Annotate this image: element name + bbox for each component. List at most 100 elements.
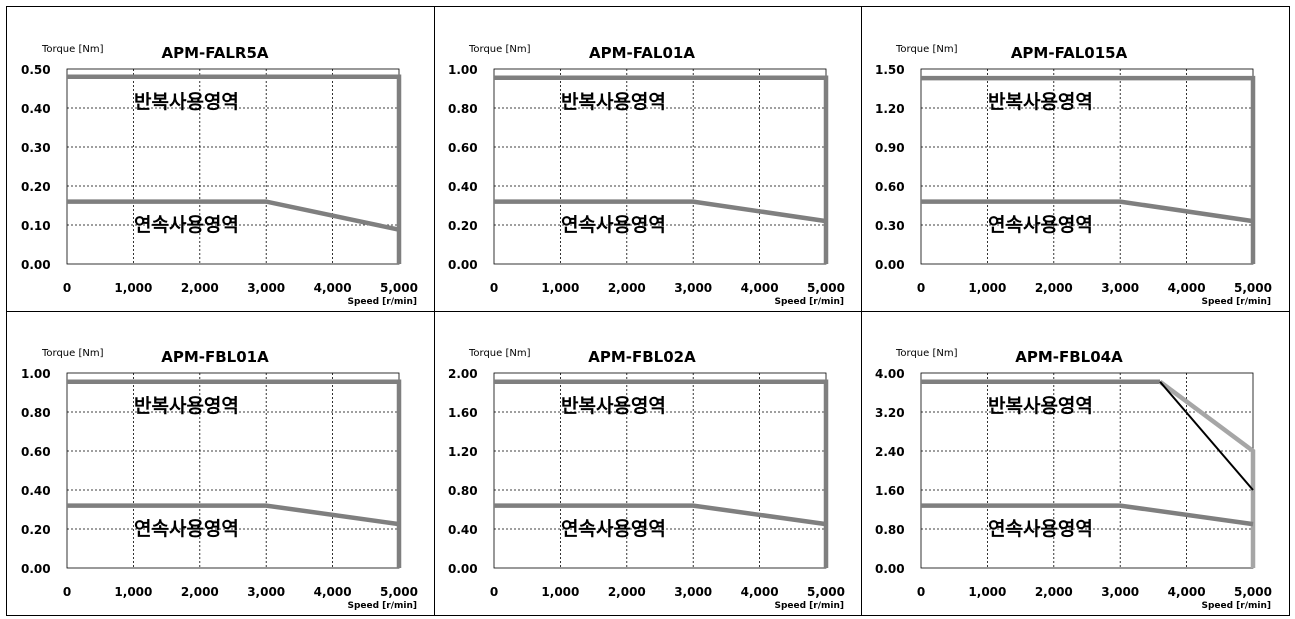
region-label-repeated: 반복사용영역 xyxy=(988,395,1093,417)
y-tick-label: 0.80 xyxy=(448,102,478,116)
y-tick-label: 1.60 xyxy=(448,406,478,420)
region-label-repeated: 반복사용영역 xyxy=(988,91,1093,113)
y-tick-label: 3.20 xyxy=(875,406,905,420)
x-tick-label: 5,000 xyxy=(380,281,418,295)
x-tick-label: 4,000 xyxy=(741,281,779,295)
x-tick-label: 1,000 xyxy=(968,585,1006,599)
x-tick-label: 1,000 xyxy=(968,281,1006,295)
torque-chart-6: Torque [Nm] APM-FBL04A 0.00 0.80 1.60 2.40 3.2… xyxy=(875,348,1272,611)
y-tick-label: 2.40 xyxy=(875,445,905,459)
y-tick-label: 0.40 xyxy=(21,102,51,116)
x-tick-label: 3,000 xyxy=(674,585,712,599)
series-line-continuous xyxy=(67,503,400,527)
x-tick-label: 2,000 xyxy=(181,281,219,295)
y-tick-label: 0.00 xyxy=(448,562,478,576)
y-tick-label: 0.80 xyxy=(21,406,51,420)
y-tick-label: 0.20 xyxy=(21,180,51,194)
x-tick-label: 0 xyxy=(63,585,71,599)
y-axis-label: Torque [Nm] xyxy=(41,348,104,359)
y-tick-label: 0.30 xyxy=(875,219,905,233)
x-axis-label: Speed [r/min] xyxy=(1201,601,1271,611)
x-tick-label: 4,000 xyxy=(314,281,352,295)
y-tick-label: 2.00 xyxy=(448,367,478,381)
y-tick-label: 0.40 xyxy=(448,523,478,537)
torque-chart-4: Torque [Nm] APM-FBL01A 0.00 0.20 0.40 0.60 0.8… xyxy=(21,348,418,611)
chart-title: APM-FAL01A xyxy=(589,44,695,62)
chart-title: APM-FAL015A xyxy=(1011,44,1128,62)
x-tick-label: 1,000 xyxy=(541,281,579,295)
chart-title: APM-FBL04A xyxy=(1015,348,1123,366)
y-tick-label: 1.50 xyxy=(875,63,905,77)
chart-panel-6: Torque [Nm] APM-FBL04A 0.00 0.80 1.60 2.40 3.2… xyxy=(861,311,1289,615)
x-tick-label: 4,000 xyxy=(1168,281,1206,295)
y-tick-label: 0.40 xyxy=(448,180,478,194)
x-tick-label: 2,000 xyxy=(1035,585,1073,599)
x-tick-label: 3,000 xyxy=(247,281,285,295)
series-line-continuous xyxy=(494,199,827,224)
x-tick-label: 1,000 xyxy=(114,281,152,295)
region-label-repeated: 반복사용영역 xyxy=(561,395,666,417)
chart-panel-1: Torque [Nm] APM-FALR5A 0.00 0.10 0.20 0.30 0.4… xyxy=(7,7,434,311)
chart-grid: Torque [Nm] APM-FALR5A 0.00 0.10 0.20 0.30 0.4… xyxy=(6,6,1290,616)
x-tick-label: 0 xyxy=(917,281,925,295)
series-line-repeated xyxy=(494,75,829,264)
y-axis-label: Torque [Nm] xyxy=(468,348,531,359)
series-line-repeated-low xyxy=(1159,381,1254,491)
y-tick-label: 0.30 xyxy=(21,141,51,155)
y-tick-label: 0.40 xyxy=(21,484,51,498)
y-tick-label: 0.90 xyxy=(875,141,905,155)
y-tick-label: 1.00 xyxy=(21,367,51,381)
x-tick-label: 0 xyxy=(917,585,925,599)
torque-chart-2: Torque [Nm] APM-FAL01A 0.00 0.20 0.40 0.60 0.8… xyxy=(448,44,845,307)
region-label-continuous: 연속사용영역 xyxy=(988,518,1093,540)
series-line-repeated xyxy=(67,379,402,568)
region-label-continuous: 연속사용영역 xyxy=(561,518,666,540)
x-tick-label: 1,000 xyxy=(541,585,579,599)
series-line-repeated xyxy=(921,75,1256,264)
chart-panel-2: Torque [Nm] APM-FAL01A 0.00 0.20 0.40 0.60 0.8… xyxy=(434,7,861,311)
chart-panel-5: Torque [Nm] APM-FBL02A 0.00 0.40 0.80 1.20 1.6… xyxy=(434,311,861,615)
y-tick-label: 0.20 xyxy=(21,523,51,537)
x-tick-label: 3,000 xyxy=(1101,281,1139,295)
y-tick-label: 1.20 xyxy=(875,102,905,116)
x-tick-label: 4,000 xyxy=(1168,585,1206,599)
x-tick-label: 4,000 xyxy=(314,585,352,599)
chart-panel-4: Torque [Nm] APM-FBL01A 0.00 0.20 0.40 0.60 0.8… xyxy=(7,311,434,615)
y-tick-label: 0.00 xyxy=(448,258,478,272)
y-tick-label: 0.60 xyxy=(21,445,51,459)
series-line-continuous xyxy=(921,199,1254,224)
x-tick-label: 0 xyxy=(63,281,71,295)
x-tick-label: 2,000 xyxy=(181,585,219,599)
x-axis-label: Speed [r/min] xyxy=(774,601,844,611)
x-tick-label: 2,000 xyxy=(608,585,646,599)
series-line-continuous xyxy=(921,503,1254,527)
x-tick-label: 3,000 xyxy=(674,281,712,295)
x-axis-label: Speed [r/min] xyxy=(1201,297,1271,307)
region-label-repeated: 반복사용영역 xyxy=(134,395,239,417)
torque-chart-3: Torque [Nm] APM-FAL015A 0.00 0.30 0.60 0.90 1.… xyxy=(875,44,1272,307)
y-tick-label: 0.00 xyxy=(21,258,51,272)
chart-panel-3: Torque [Nm] APM-FAL015A 0.00 0.30 0.60 0.90 1.… xyxy=(861,7,1289,311)
chart-title: APM-FBL02A xyxy=(588,348,696,366)
y-tick-label: 0.00 xyxy=(21,562,51,576)
x-tick-label: 3,000 xyxy=(247,585,285,599)
series-line-repeated xyxy=(67,74,402,264)
x-tick-label: 3,000 xyxy=(1101,585,1139,599)
x-axis-label: Speed [r/min] xyxy=(774,297,844,307)
y-tick-label: 0.50 xyxy=(21,63,51,77)
x-axis-label: Speed [r/min] xyxy=(347,297,417,307)
series-line-repeated-high xyxy=(1158,379,1256,568)
x-tick-label: 0 xyxy=(490,281,498,295)
chart-title: APM-FBL01A xyxy=(161,348,269,366)
x-tick-label: 5,000 xyxy=(807,281,845,295)
y-tick-label: 0.00 xyxy=(875,258,905,272)
chart-title: APM-FALR5A xyxy=(161,44,268,62)
x-tick-label: 2,000 xyxy=(608,281,646,295)
x-axis-label: Speed [r/min] xyxy=(347,601,417,611)
y-axis-label: Torque [Nm] xyxy=(895,348,958,359)
region-label-continuous: 연속사용영역 xyxy=(134,214,239,236)
x-tick-label: 5,000 xyxy=(1234,585,1272,599)
y-tick-label: 0.10 xyxy=(21,219,51,233)
x-tick-label: 1,000 xyxy=(114,585,152,599)
y-tick-label: 0.60 xyxy=(448,141,478,155)
